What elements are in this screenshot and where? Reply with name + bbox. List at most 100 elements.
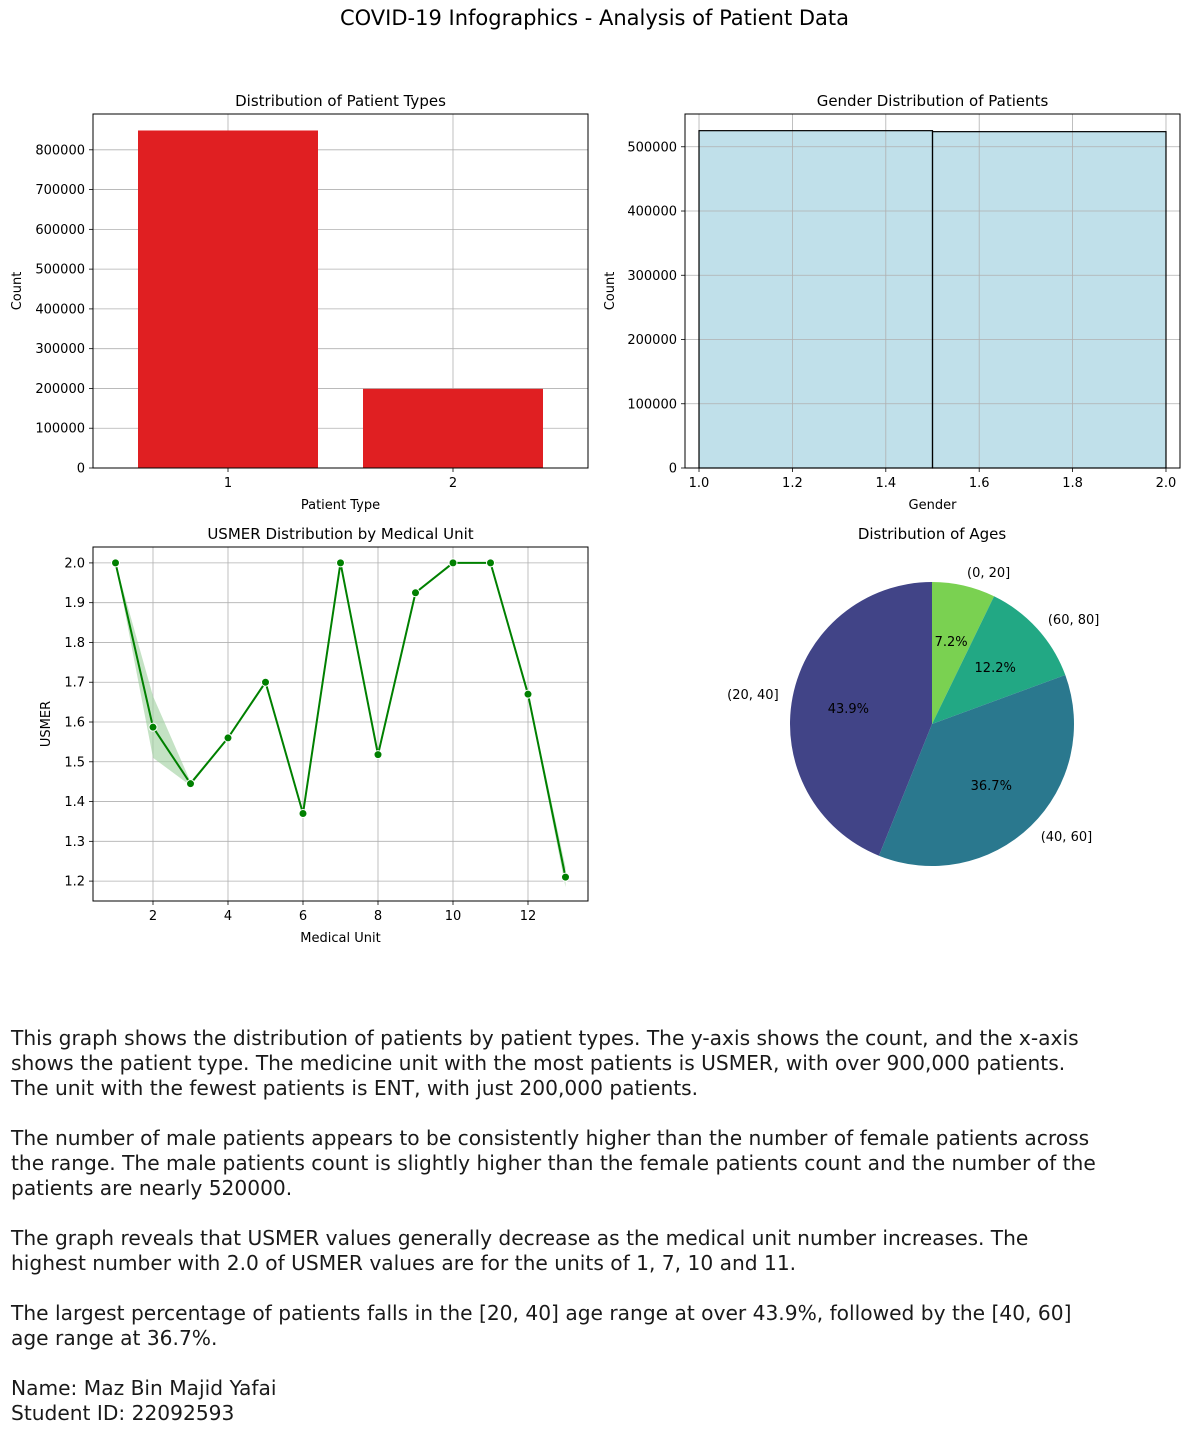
usmer-point [486,558,495,568]
notes-line: The graph reveals that USMER values gene… [11,1226,1029,1250]
gender-bars [699,130,1166,468]
notes-line: age range at 36.7%. [11,1326,218,1350]
gender-xtick-label: 1.8 [1062,476,1083,491]
notes-line: Student ID: 22092593 [11,1401,235,1425]
notes-line: This graph shows the distribution of pat… [11,1026,1079,1050]
gender-histogram-chart: 1.0 1.2 1.4 1.6 1.8 2.0 0 100000 200000 300000 400… [603,92,1181,513]
usmer-point [223,733,233,743]
usmer-axes [93,547,588,901]
gender-ytick-label: 500000 [627,140,677,155]
usmer-point [411,588,420,598]
usmer-title: USMER Distribution by Medical Unit [207,525,473,543]
gender-xtick-label: 1.2 [782,476,803,491]
usmer-ytick-label: 1.4 [64,795,85,810]
patient-type-xtick-label: 1 [224,476,232,491]
patient-type-bar [138,130,318,468]
usmer-line-chart: 2 4 6 8 10 12 1.2 1.3 1.4 1.5 1.6 1.7 1.8 1.9 2.0 USMER… [39,525,589,946]
usmer-confidence-band [115,562,566,888]
usmer-point [523,689,533,699]
age-pie-category-label: (20, 40] [727,688,779,703]
usmer-line [114,561,567,878]
patient-type-title: Distribution of Patient Types [235,92,446,110]
patient-type-bars [138,130,543,468]
notes-paragraph: Name: Maz Bin Majid Yafai Student ID: 220… [11,1376,1186,1426]
gender-title: Gender Distribution of Patients [817,92,1049,110]
usmer-xtick-label: 6 [299,909,307,924]
usmer-point [186,779,195,789]
age-pie-pct-label: 43.9% [828,702,869,717]
usmer-point [561,872,570,882]
age-pie-slice [932,596,1066,724]
usmer-ytick-label: 1.3 [64,835,85,850]
age-pie-pct-label: 36.7% [971,779,1012,794]
age-pie-slice [932,582,995,724]
usmer-point [298,808,308,818]
age-pie-labels: 7.2% (0, 20] 12.2% (60, 80] 36.7% (40, 60] 43.… [727,566,1099,845]
gender-ytick-label: 400000 [627,205,677,220]
gender-ytick-label: 100000 [627,397,677,412]
age-pie-category-label: (0, 20] [967,566,1010,581]
age-pie-category-label: (40, 60] [1041,830,1093,845]
patient-type-ytick-label: 300000 [35,342,85,357]
gender-xtick-label: 2.0 [1156,476,1177,491]
notes-paragraph: This graph shows the distribution of pat… [11,1026,1186,1101]
notes-line: highest number with 2.0 of USMER values … [11,1251,797,1275]
patient-type-bar-chart: 1 2 0 100000 200000 300000 400000 500000 600000 7… [10,92,589,513]
notes-line: shows the patient type. The medicine uni… [11,1051,1066,1075]
usmer-markers [111,558,570,882]
usmer-spines: 2 4 6 8 10 12 1.2 1.3 1.4 1.5 1.6 1.7 1.8 1.9 2.0 USMER… [39,525,589,946]
usmer-point [448,558,458,568]
gender-ytick-label: 200000 [627,333,677,348]
notes-line: The unit with the fewest patients is ENT… [11,1076,699,1100]
notes-line: patients are nearly 520000. [11,1176,293,1200]
patient-type-frame [92,113,589,469]
notes-line: The largest percentage of patients falls… [11,1301,1072,1325]
figure-title: COVID-19 Infographics - Analysis of Pati… [339,6,850,30]
notes-line: Name: Maz Bin Majid Yafai [11,1376,277,1400]
usmer-xtick-label: 10 [445,909,462,924]
patient-type-ytick-label: 200000 [35,382,85,397]
patient-type-ytick-label: 100000 [35,422,85,437]
usmer-frame [92,546,589,902]
usmer-ytick-label: 1.5 [64,755,85,770]
age-pie-slices [790,582,1074,866]
gender-xtick-label: 1.4 [875,476,896,491]
age-pie-category-label: (60, 80] [1048,613,1100,628]
usmer-ytick-label: 1.9 [64,596,85,611]
usmer-point [373,750,383,760]
gender-frame [684,113,1181,469]
gender-bar [932,131,1166,468]
usmer-xtick-label: 4 [224,909,232,924]
usmer-ytick-label: 1.2 [64,875,85,890]
age-pie-pct-label: 7.2% [935,635,968,650]
patient-type-bar [363,388,543,468]
notes-line: the range. The male patients count is sl… [11,1151,1096,1175]
patient-type-xlabel: Patient Type [301,498,380,513]
patient-type-ytick-label: 400000 [35,302,85,317]
gender-ylabel: Count [603,272,618,311]
gender-xtick-label: 1.6 [969,476,990,491]
notes-paragraph: The graph reveals that USMER values gene… [11,1226,1186,1276]
notes-paragraph: The number of male patients appears to b… [11,1126,1186,1201]
usmer-ytick-label: 1.8 [64,636,85,651]
patient-type-ytick-label: 500000 [35,263,85,278]
patient-type-ytick-label: 0 [77,462,85,477]
age-pie-slice [790,582,932,856]
usmer-xtick-label: 12 [520,909,537,924]
usmer-point [148,722,158,732]
patient-type-xtick-label: 2 [449,476,457,491]
age-pie-chart: Distribution of Ages 7.2% (0, 20] 12.2% (60,… [727,525,1099,866]
patient-type-ytick-label: 700000 [35,183,85,198]
gender-spines: 1.0 1.2 1.4 1.6 1.8 2.0 0 100000 200000 300000 400… [603,92,1181,513]
usmer-point [111,558,120,568]
usmer-xlabel: Medical Unit [300,931,380,946]
age-pie-slice [878,675,1074,866]
usmer-ytick-label: 1.7 [64,676,85,691]
gender-ytick-label: 0 [669,462,677,477]
gender-xlabel: Gender [909,498,958,513]
age-pie-pct-label: 12.2% [975,661,1016,676]
usmer-xtick-label: 2 [149,909,157,924]
patient-type-spines: 1 2 0 100000 200000 300000 400000 500000 600000 7… [10,92,589,513]
analysis-notes: This graph shows the distribution of pat… [11,1026,1186,1451]
gender-bar [699,130,933,468]
